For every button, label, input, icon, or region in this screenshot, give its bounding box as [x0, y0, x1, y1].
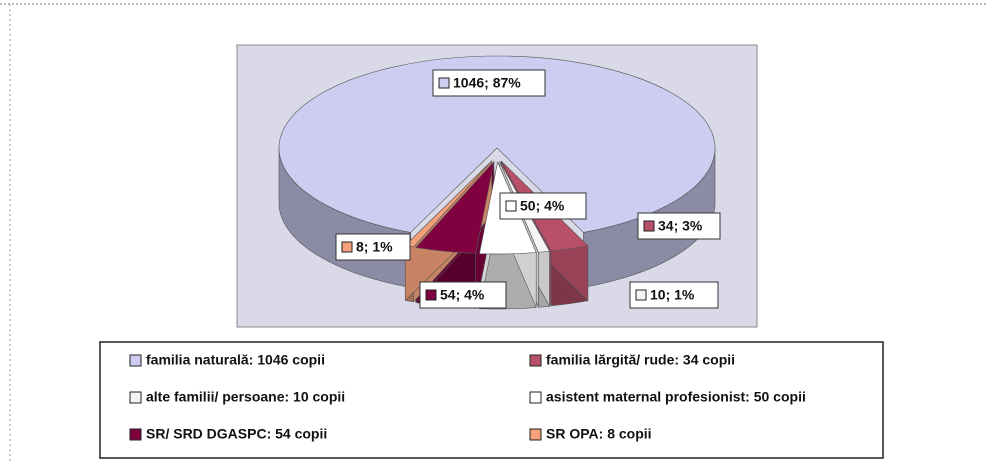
- legend-key: [529, 391, 542, 404]
- data-labels: 1046; 87% 34; 3% 10; 1% 50; 4% 54; 4% 8; 1%: [335, 69, 721, 309]
- data-label-key: [425, 289, 437, 301]
- pie: [278, 55, 716, 310]
- legend-items: familia naturală: 1046 copii familia lărg…: [129, 352, 806, 442]
- legend-key: [129, 428, 142, 441]
- legend-label: familia naturală: 1046 copii: [146, 352, 325, 368]
- data-label: 1046; 87%: [453, 75, 521, 91]
- legend-key: [529, 428, 542, 441]
- legend-key: [129, 391, 142, 404]
- data-label-key: [438, 77, 450, 89]
- data-label-key: [505, 200, 517, 212]
- legend-label: asistent maternal profesionist: 50 copii: [546, 389, 806, 405]
- data-label: 8; 1%: [356, 239, 393, 255]
- data-label: 34; 3%: [658, 218, 703, 234]
- data-label-key: [341, 241, 353, 253]
- legend-label: alte familii/ persoane: 10 copii: [146, 389, 345, 405]
- legend-key: [129, 354, 142, 367]
- legend-key: [529, 354, 542, 367]
- legend-label: SR OPA: 8 copii: [546, 426, 652, 442]
- data-label: 54; 4%: [440, 287, 485, 303]
- legend-label: SR/ SRD DGASPC: 54 copii: [146, 426, 327, 442]
- data-label-key: [643, 220, 655, 232]
- slice: [415, 160, 495, 254]
- data-label-key: [635, 289, 647, 301]
- legend: [99, 341, 884, 459]
- data-label-box: [432, 69, 546, 97]
- data-label: 10; 1%: [650, 287, 695, 303]
- slice: [278, 55, 716, 233]
- data-label: 50; 4%: [520, 198, 565, 214]
- legend-label: familia lărgită/ rude: 34 copii: [546, 352, 735, 368]
